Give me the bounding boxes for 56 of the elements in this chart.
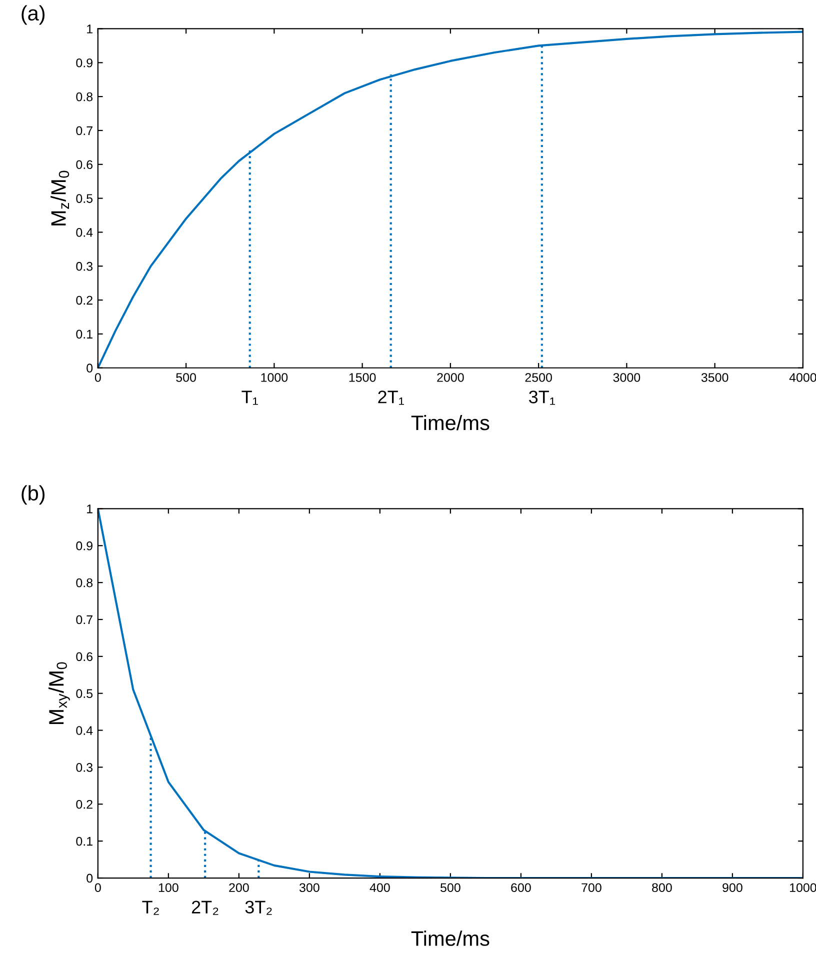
- x-tick-label: 0: [94, 373, 101, 382]
- y-tick-label: 0.2: [76, 296, 92, 305]
- chart-title: (a): [22, 5, 45, 25]
- y-tick-label: 1: [87, 24, 92, 34]
- x-tick-label: 1500: [349, 373, 376, 382]
- x-tick-label: 500: [176, 373, 196, 382]
- y-tick-label: 0.2: [76, 800, 92, 809]
- x-tick-label: 1000: [261, 373, 288, 382]
- x-tick-label: 2500: [525, 373, 552, 382]
- annotation: T₁: [242, 390, 258, 405]
- chart-title: (b): [22, 485, 45, 505]
- annotation: 2T₂: [192, 900, 218, 915]
- y-axis-title: M$_{xy}$/M$_{0}$: [48, 662, 70, 724]
- x-tick-label: 1000: [790, 883, 816, 892]
- y-tick-label: 0.7: [76, 615, 92, 624]
- y-tick-label: 0.5: [76, 194, 93, 203]
- x-tick-label: 200: [229, 883, 249, 892]
- y-tick-label: 0.9: [76, 541, 92, 550]
- annotation: 3T₂: [245, 900, 272, 915]
- x-tick-label: 700: [582, 883, 602, 892]
- x-tick-label: 2000: [437, 373, 464, 382]
- annotation: 3T₁: [529, 390, 556, 405]
- y-tick-label: 0.4: [76, 228, 93, 237]
- y-tick-label: 0.8: [76, 578, 93, 588]
- x-tick-label: 800: [652, 883, 672, 892]
- y-tick-label: 0.9: [76, 58, 92, 68]
- x-axis-title: Time/ms: [411, 930, 490, 946]
- y-axis-title: M$_{z}$/M$_{0}$: [50, 170, 70, 226]
- y-tick-label: 0.5: [76, 689, 93, 698]
- y-tick-label: 1: [87, 504, 92, 514]
- x-tick-label: 600: [511, 883, 531, 892]
- y-tick-label: 0.1: [76, 836, 92, 846]
- y-tick-label: 0: [86, 364, 93, 373]
- annotation: 2T₁: [378, 390, 404, 405]
- y-tick-label: 0.6: [76, 652, 93, 662]
- x-tick-label: 300: [299, 883, 320, 892]
- x-tick-label: 900: [722, 883, 742, 892]
- x-axis-title: Time/ms: [411, 414, 490, 430]
- annotation: T₂: [142, 900, 159, 915]
- y-tick-label: 0.3: [76, 763, 93, 772]
- x-tick-label: 0: [94, 883, 101, 892]
- x-tick-label: 100: [158, 883, 178, 892]
- y-tick-label: 0.7: [76, 126, 92, 136]
- y-tick-label: 0.1: [76, 330, 92, 339]
- y-tick-label: 0.6: [76, 160, 93, 170]
- y-tick-label: 0.8: [76, 92, 93, 102]
- x-tick-label: 4000: [789, 373, 816, 382]
- x-tick-label: 3500: [701, 373, 728, 382]
- line-series: [98, 30, 803, 368]
- x-tick-label: 400: [370, 883, 390, 892]
- y-tick-label: 0: [86, 874, 93, 883]
- x-tick-label: 500: [440, 883, 460, 892]
- y-tick-label: 0.4: [76, 726, 93, 735]
- y-tick-label: 0.3: [76, 262, 93, 271]
- x-tick-label: 3000: [613, 373, 640, 382]
- line-series: [98, 508, 803, 878]
